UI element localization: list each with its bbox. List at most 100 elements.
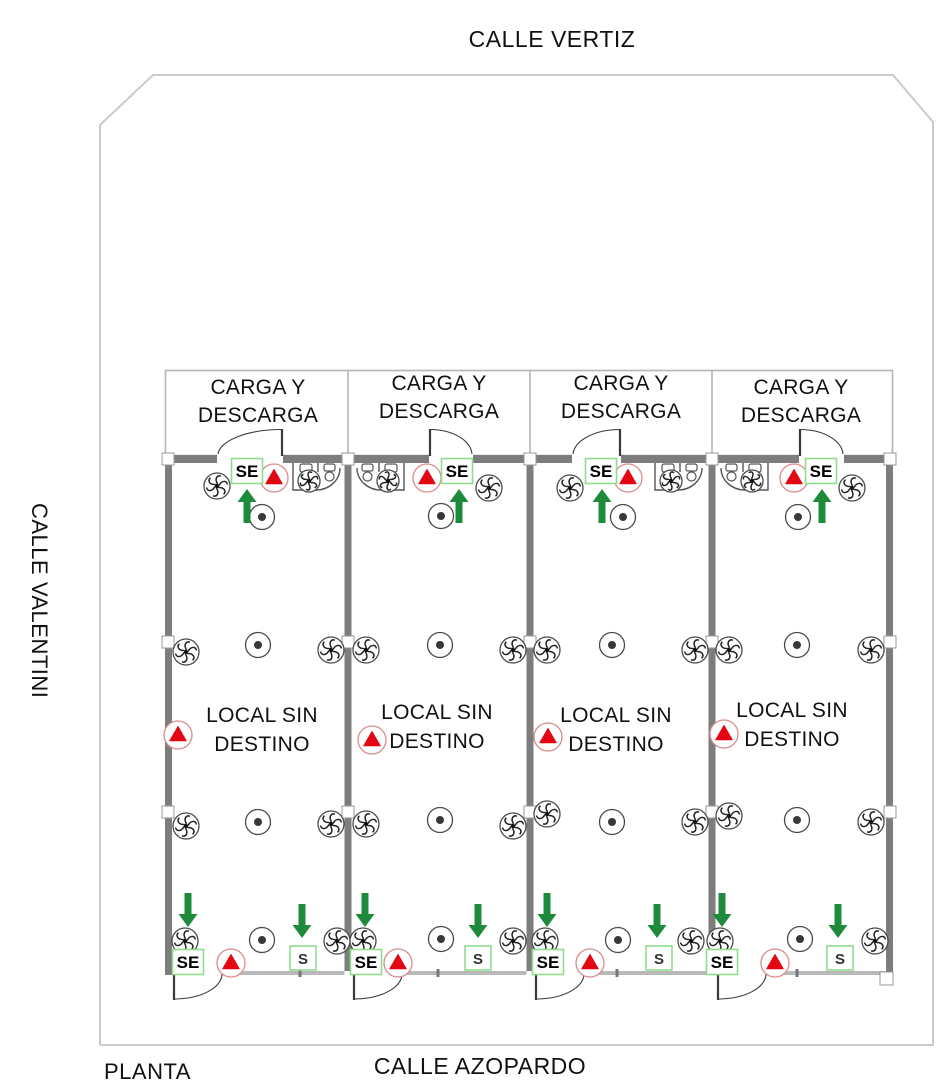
- plan-caption: PLANTA: [104, 1059, 191, 1080]
- extractor-fan-icon: [297, 469, 321, 493]
- band-label-line1: CARGA Y: [573, 372, 669, 395]
- extractor-fan-icon: [533, 636, 561, 664]
- extractor-fan-icon: [323, 927, 351, 955]
- ceiling-light-icon: [784, 503, 812, 531]
- extractor-fan-icon: [203, 472, 231, 500]
- unit-label-local-1: LOCAL SIN DESTINO: [206, 701, 318, 759]
- ceiling-light-icon: [427, 502, 455, 530]
- extractor-fan-icon: [838, 474, 866, 502]
- extractor-fan-icon: [659, 469, 683, 493]
- extractor-fan-icon: [681, 636, 709, 664]
- fire-extinguisher-icon: [163, 720, 193, 750]
- exit-direction-arrow-down: [292, 904, 312, 938]
- ceiling-light-icon: [609, 503, 637, 531]
- fire-extinguisher-icon: [259, 463, 289, 493]
- fire-extinguisher-icon: [760, 948, 790, 978]
- ceiling-light-icon: [244, 808, 272, 836]
- emergency-exit-sign: SE: [804, 457, 838, 485]
- ceiling-light-icon: [426, 806, 454, 834]
- band-label-unit-1: CARGA Y DESCARGA: [198, 374, 318, 430]
- svg-text:SE: SE: [355, 953, 378, 972]
- exit-direction-arrow-down: [468, 904, 488, 938]
- unit-label-line1: LOCAL SIN: [381, 701, 493, 724]
- exit-sign: S: [826, 945, 854, 971]
- svg-text:S: S: [473, 951, 483, 968]
- unit-label-local-2: LOCAL SIN DESTINO: [381, 698, 493, 756]
- exit-direction-arrow-down: [178, 893, 198, 927]
- unit-label-local-4: LOCAL SIN DESTINO: [736, 696, 848, 754]
- exit-direction-arrow-down: [647, 904, 667, 938]
- band-label-line1: CARGA Y: [391, 372, 487, 395]
- extractor-fan-icon: [740, 469, 764, 493]
- storefront-ticks: [298, 969, 799, 977]
- exit-direction-arrow-down: [355, 893, 375, 927]
- svg-text:SE: SE: [711, 953, 734, 972]
- fire-extinguisher-icon: [216, 948, 246, 978]
- storefront-wall: [222, 971, 886, 975]
- extractor-fan-icon: [857, 636, 885, 664]
- band-label-line2: DESCARGA: [378, 400, 500, 423]
- sink-icon: [323, 463, 336, 482]
- fire-extinguisher-icon: [709, 719, 739, 749]
- extractor-fan-icon: [715, 802, 743, 830]
- unit-label-line2: DESTINO: [214, 733, 310, 756]
- emergency-exit-sign: SE: [531, 948, 565, 976]
- svg-text:SE: SE: [537, 953, 560, 972]
- unit-label-line2: DESTINO: [389, 730, 485, 753]
- extractor-fan-icon: [317, 810, 345, 838]
- unit-label-line1: LOCAL SIN: [736, 699, 848, 722]
- exit-direction-arrow-up: [812, 489, 832, 523]
- svg-text:S: S: [298, 951, 308, 968]
- ceiling-light-icon: [427, 925, 455, 953]
- ceiling-light-icon: [783, 631, 811, 659]
- extractor-fan-icon: [352, 636, 380, 664]
- extractor-fan-icon: [172, 812, 200, 840]
- unit-label-line1: LOCAL SIN: [206, 704, 318, 727]
- extractor-fan-icon: [857, 808, 885, 836]
- ceiling-light-icon: [786, 925, 814, 953]
- emergency-exit-sign: SE: [440, 457, 474, 485]
- extractor-fan-icon: [499, 812, 527, 840]
- extractor-fan-icon: [317, 636, 345, 664]
- ceiling-light-icon: [244, 631, 272, 659]
- street-label-left: CALLE VALENTINI: [27, 503, 52, 699]
- band-label-unit-3: CARGA Y DESCARGA: [561, 370, 681, 426]
- extractor-fan-icon: [172, 638, 200, 666]
- band-label-unit-2: CARGA Y DESCARGA: [379, 370, 499, 426]
- ceiling-light-icon: [426, 631, 454, 659]
- exit-direction-arrow-up: [592, 489, 612, 523]
- svg-text:SE: SE: [810, 462, 833, 481]
- property-boundary: [99, 74, 934, 1046]
- fire-extinguisher-icon: [412, 463, 442, 493]
- ceiling-light-icon: [248, 503, 276, 531]
- exit-sign: S: [289, 945, 317, 971]
- band-label-line2: DESCARGA: [197, 404, 319, 427]
- emergency-exit-sign: SE: [230, 457, 264, 485]
- svg-text:SE: SE: [590, 462, 613, 481]
- door-swing: [716, 969, 768, 1000]
- exit-sign: S: [464, 945, 492, 971]
- fire-extinguisher-icon: [383, 948, 413, 978]
- exit-sign: S: [645, 945, 673, 971]
- ceiling-light-icon: [598, 808, 626, 836]
- unit-label-local-3: LOCAL SIN DESTINO: [560, 701, 672, 759]
- exit-direction-arrow-down: [828, 904, 848, 938]
- bathroom: [292, 463, 341, 493]
- band-label-line1: CARGA Y: [753, 376, 849, 399]
- extractor-fan-icon: [376, 469, 400, 493]
- band-label-unit-4: CARGA Y DESCARGA: [741, 374, 861, 430]
- sink-icon: [685, 463, 698, 482]
- extractor-fan-icon: [677, 927, 705, 955]
- emergency-exit-sign: SE: [171, 948, 205, 976]
- bathroom: [720, 463, 769, 493]
- extractor-fan-icon: [499, 927, 527, 955]
- exit-direction-arrow-up: [237, 489, 257, 523]
- svg-text:SE: SE: [446, 462, 469, 481]
- ceiling-light-icon: [598, 631, 626, 659]
- band-label-line2: DESCARGA: [740, 404, 862, 427]
- extractor-fan-icon: [861, 927, 889, 955]
- svg-text:SE: SE: [177, 953, 200, 972]
- ceiling-light-icon: [604, 926, 632, 954]
- extractor-fan-icon: [499, 636, 527, 664]
